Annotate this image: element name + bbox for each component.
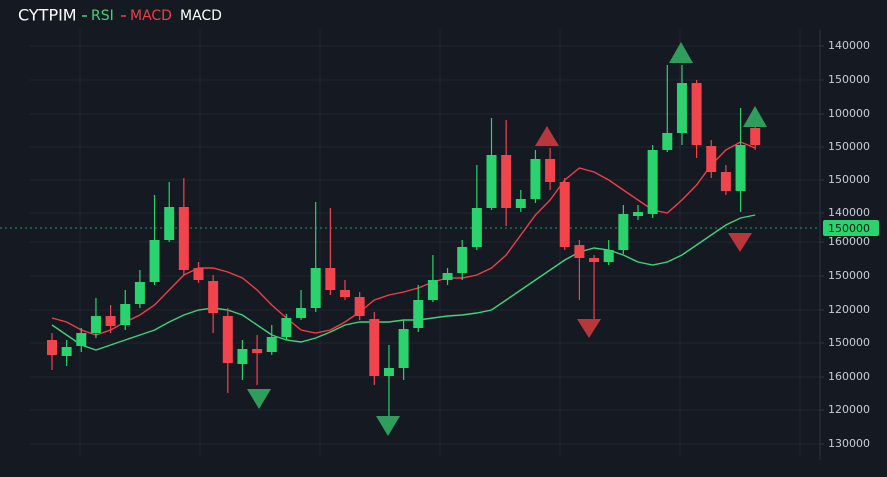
candle-body xyxy=(706,146,717,172)
candle-body xyxy=(515,199,526,208)
candle-body xyxy=(369,319,380,376)
plot: 140000 150000 100000 150000 150000 140000 1600… xyxy=(0,39,879,450)
candle-body xyxy=(501,155,512,208)
last-price-box xyxy=(823,220,879,236)
candle-body xyxy=(296,308,307,318)
candle-body xyxy=(735,145,746,191)
last-price-label: 150000 xyxy=(828,222,870,235)
candle-body xyxy=(589,258,600,262)
candle-body xyxy=(647,150,658,214)
candle-body xyxy=(164,207,175,240)
y-tick-label: 150000 xyxy=(828,336,870,349)
candle-body xyxy=(340,290,350,297)
down-arrow xyxy=(247,389,271,409)
candle-body xyxy=(603,250,614,262)
signal-arrows xyxy=(247,42,767,436)
candle-body xyxy=(413,300,424,328)
candle-body xyxy=(237,349,248,364)
up-arrow xyxy=(743,106,767,127)
down-arrow xyxy=(728,233,752,252)
candle-body xyxy=(471,208,482,247)
legend-entry: RSI xyxy=(91,8,114,24)
y-tick-label: 130000 xyxy=(828,437,870,450)
chart-subtitle: MACD xyxy=(180,8,222,24)
candle-body xyxy=(105,316,116,326)
down-arrow xyxy=(577,319,601,338)
up-arrow xyxy=(535,126,559,146)
candle-body xyxy=(266,337,277,352)
candle-body xyxy=(427,280,438,300)
candle-body xyxy=(662,133,673,150)
y-tick-label: 160000 xyxy=(828,370,870,383)
moving-average-line xyxy=(51,141,756,336)
candle-body xyxy=(222,316,233,363)
candle-body xyxy=(559,182,570,247)
candle-body xyxy=(383,368,394,376)
candle-body xyxy=(193,268,204,280)
candle-body xyxy=(442,273,453,280)
candle-body xyxy=(325,268,336,290)
candle-body xyxy=(149,240,160,282)
y-tick-label: 140000 xyxy=(828,206,870,219)
up-arrow xyxy=(669,42,693,63)
candle-body xyxy=(90,316,101,333)
y-tick-label: 150000 xyxy=(828,173,870,186)
chart-title: CYTPIM xyxy=(18,6,77,25)
candle-body xyxy=(47,340,57,355)
candle-body xyxy=(457,247,468,273)
candle-body xyxy=(750,128,761,145)
candle-body xyxy=(354,297,365,316)
candle-body xyxy=(676,83,687,133)
candle-body xyxy=(281,318,292,337)
candle-body xyxy=(720,172,731,191)
down-arrow xyxy=(376,416,400,436)
y-tick-label: 120000 xyxy=(828,303,870,316)
candle-body xyxy=(178,207,189,270)
candle-body xyxy=(310,268,321,308)
candle-body xyxy=(398,329,409,368)
candle-body xyxy=(691,83,702,145)
candle-body xyxy=(574,245,585,258)
y-tick-label: 100000 xyxy=(828,107,870,120)
y-tick-label: 160000 xyxy=(828,235,870,248)
candle-body xyxy=(134,282,145,304)
candle-body xyxy=(530,159,541,199)
candle-body xyxy=(633,212,643,216)
y-tick-label: 150000 xyxy=(828,269,870,282)
y-tick-label: 150000 xyxy=(828,73,870,86)
candle-body xyxy=(120,304,131,325)
candle-body xyxy=(252,349,263,353)
candle-body xyxy=(545,159,556,182)
candle-body xyxy=(486,155,497,208)
y-tick-label: 150000 xyxy=(828,140,870,153)
candle-body xyxy=(208,281,219,313)
candle-body xyxy=(61,347,72,356)
legend-entry: MACD xyxy=(130,8,172,24)
y-tick-label: 140000 xyxy=(828,39,870,52)
candle-body xyxy=(76,333,87,346)
y-tick-label: 120000 xyxy=(828,403,870,416)
candle-body xyxy=(618,214,629,250)
